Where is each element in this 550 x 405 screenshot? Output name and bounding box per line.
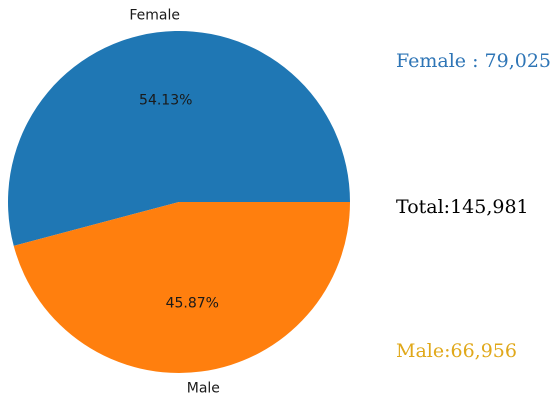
male-total-annotation: Male:66,956 — [396, 340, 517, 362]
pie-slice-male — [13, 202, 350, 373]
pct-label-male: 45.87% — [166, 296, 219, 312]
pct-label-female: 54.13% — [139, 92, 192, 108]
slice-label-female: Female — [129, 7, 180, 23]
pie-slice-female — [8, 30, 351, 246]
slice-label-male: Male — [187, 381, 220, 397]
female-total-annotation: Female : 79,025 — [396, 50, 550, 72]
grand-total-annotation: Total:145,981 — [396, 196, 529, 218]
